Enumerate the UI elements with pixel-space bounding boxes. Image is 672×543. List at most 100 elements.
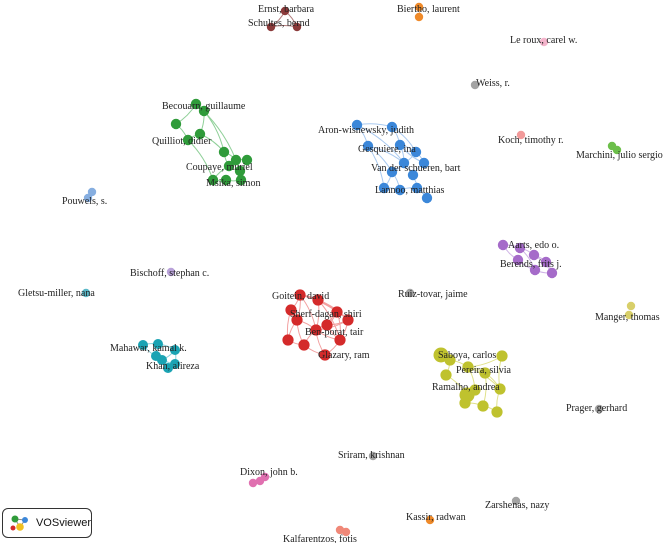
author-node[interactable] <box>220 174 232 186</box>
author-node[interactable] <box>459 397 471 409</box>
author-label[interactable]: Coupaye, muriel <box>186 162 253 173</box>
author-node[interactable] <box>291 314 303 326</box>
author-node[interactable] <box>235 174 247 186</box>
author-label[interactable]: Pereira, silvia <box>456 365 512 376</box>
author-node[interactable] <box>394 184 406 196</box>
author-node[interactable] <box>234 165 246 177</box>
author-label[interactable]: Msika, simon <box>206 178 260 189</box>
author-node[interactable] <box>331 306 343 318</box>
author-node[interactable] <box>410 146 422 158</box>
author-label[interactable]: Marchini, julio sergio <box>576 150 663 161</box>
author-node[interactable] <box>87 187 97 197</box>
author-node[interactable] <box>491 406 503 418</box>
author-node[interactable] <box>479 367 491 379</box>
author-node[interactable] <box>170 345 180 355</box>
author-label[interactable]: Ramalho, andrea <box>432 382 500 393</box>
author-node[interactable] <box>280 6 290 16</box>
author-label[interactable]: Gesquiere, ina <box>358 144 416 155</box>
author-label[interactable]: Aron-wisnewsky, judith <box>318 125 414 136</box>
author-label[interactable]: Prager, gerhard <box>566 403 627 414</box>
author-node[interactable] <box>298 339 310 351</box>
author-node[interactable] <box>414 12 424 22</box>
author-node[interactable] <box>528 249 540 261</box>
author-label[interactable]: Quilliot, didier <box>152 136 212 147</box>
author-node[interactable] <box>310 324 322 336</box>
author-node[interactable] <box>418 157 430 169</box>
author-node[interactable] <box>497 239 509 251</box>
author-node[interactable] <box>170 118 182 130</box>
author-node[interactable] <box>540 256 552 268</box>
author-node[interactable] <box>407 169 419 181</box>
author-label[interactable]: Bischoff, stephan c. <box>130 268 209 279</box>
author-node[interactable] <box>151 351 161 361</box>
author-label[interactable]: Mahawar, kamal k. <box>110 343 187 354</box>
author-node[interactable] <box>386 121 398 133</box>
author-node[interactable] <box>207 174 219 186</box>
author-label[interactable]: Pouwels, s. <box>62 196 107 207</box>
author-label[interactable]: Manger, thomas <box>595 312 660 323</box>
author-label[interactable]: Gletsu-miller, nana <box>18 288 95 299</box>
author-node[interactable] <box>386 166 398 178</box>
author-node[interactable] <box>319 349 331 361</box>
author-node[interactable] <box>166 267 176 277</box>
author-node[interactable] <box>138 340 148 350</box>
author-label[interactable]: Goitein, david <box>272 291 329 302</box>
author-label[interactable]: Saboya, carlos <box>438 350 496 361</box>
author-label[interactable]: Berends, frits j. <box>500 259 562 270</box>
author-node[interactable] <box>83 193 93 203</box>
author-label[interactable]: Biertho, laurent <box>397 4 460 15</box>
author-node[interactable] <box>342 314 354 326</box>
author-label[interactable]: Kassir, radwan <box>406 512 466 523</box>
author-node[interactable] <box>405 288 415 298</box>
author-node[interactable] <box>194 128 206 140</box>
author-node[interactable] <box>282 334 294 346</box>
author-node[interactable] <box>612 145 622 155</box>
author-node[interactable] <box>529 264 541 276</box>
author-node[interactable] <box>321 319 333 331</box>
author-node[interactable] <box>241 154 253 166</box>
author-node[interactable] <box>421 192 433 204</box>
author-node[interactable] <box>514 242 526 254</box>
author-node[interactable] <box>516 130 526 140</box>
author-node[interactable] <box>594 404 604 414</box>
author-node[interactable] <box>626 301 636 311</box>
author-node[interactable] <box>411 182 423 194</box>
author-node[interactable] <box>494 383 506 395</box>
author-node[interactable] <box>496 350 508 362</box>
author-label[interactable]: Glazary, ram <box>318 350 370 361</box>
author-node[interactable] <box>444 354 456 366</box>
author-node[interactable] <box>230 154 242 166</box>
author-node[interactable] <box>462 361 474 373</box>
author-label[interactable]: Sherf-dagan, shiri <box>290 309 362 320</box>
author-node[interactable] <box>351 119 363 131</box>
author-node[interactable] <box>546 267 558 279</box>
author-label[interactable]: Le roux, carel w. <box>510 35 577 46</box>
author-label[interactable]: Schultes, bernd <box>248 18 310 29</box>
author-label[interactable]: Ruiz-tovar, jaime <box>398 289 468 300</box>
author-label[interactable]: Van der schueren, bart <box>371 163 461 174</box>
author-node[interactable] <box>334 334 346 346</box>
author-node[interactable] <box>414 2 424 12</box>
author-node[interactable] <box>440 369 452 381</box>
author-label[interactable]: Khan, alireza <box>146 361 200 372</box>
author-label[interactable]: Lannoo, matthias <box>375 185 445 196</box>
author-node[interactable] <box>512 254 524 266</box>
author-node[interactable] <box>292 22 302 32</box>
author-label[interactable]: Zarshenas, nazy <box>485 500 549 511</box>
author-label[interactable]: Koch, timothy r. <box>498 135 564 146</box>
author-label[interactable]: Aarts, edo o. <box>508 240 559 251</box>
author-label[interactable]: Weiss, r. <box>476 78 510 89</box>
author-node[interactable] <box>378 182 390 194</box>
author-node[interactable] <box>182 134 194 146</box>
author-node[interactable] <box>153 339 163 349</box>
author-node[interactable] <box>539 37 549 47</box>
author-label[interactable]: Dixon, john b. <box>240 467 298 478</box>
author-node[interactable] <box>248 478 258 488</box>
author-label[interactable]: Sriram, krishnan <box>338 450 405 461</box>
author-node[interactable] <box>260 472 270 482</box>
author-node[interactable] <box>170 359 180 369</box>
author-node[interactable] <box>312 294 324 306</box>
author-node[interactable] <box>511 496 521 506</box>
author-node[interactable] <box>190 98 202 110</box>
